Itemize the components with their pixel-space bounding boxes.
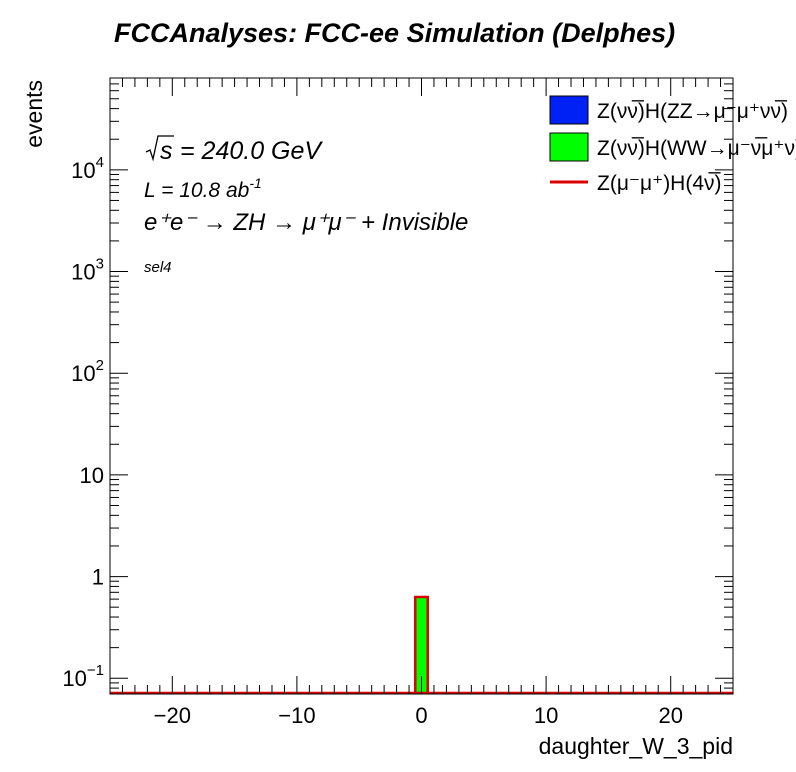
axis-ticks — [109, 77, 734, 695]
legend-label-ww: Z(νν̅)H(WW→μ⁻ν̅μ⁺ν) — [597, 137, 796, 160]
legend-label-zz: Z(νν̅)H(ZZ→μ⁻μ⁺νν̅) — [597, 100, 788, 123]
tick-labels: −20 −10 0 10 20 10−1 1 10 102 103 104 — [62, 154, 683, 728]
legend-entry-zz: Z(νν̅)H(ZZ→μ⁻μ⁺νν̅) — [549, 95, 788, 125]
legend-swatch-zz — [549, 95, 589, 125]
sqrt-s-variable: s — [160, 137, 173, 165]
legend-entry-ww: Z(νν̅)H(WW→μ⁻ν̅μ⁺ν) — [549, 132, 796, 162]
selection-annotation: sel4 — [144, 259, 172, 276]
sqrt-symbol — [145, 135, 174, 162]
process-annotation: e⁺e⁻ → ZH → μ⁺μ⁻ + Invisible — [144, 209, 468, 236]
legend: Z(νν̅)H(ZZ→μ⁻μ⁺νν̅) Z(νν̅)H(WW→μ⁻ν̅μ⁺ν) … — [549, 95, 796, 195]
y-tick-label: 10−1 — [62, 662, 104, 691]
x-axis-label: daughter_W_3_pid — [539, 733, 733, 759]
sqrt-s-annotation: s = 240.0 GeV — [145, 135, 323, 165]
legend-label-4nu: Z(μ⁻μ⁺)H(4ν̅) — [597, 172, 722, 195]
x-tick-label: 0 — [415, 703, 427, 728]
y-tick-label: 103 — [71, 256, 104, 285]
x-tick-label: 10 — [534, 703, 558, 728]
legend-entry-4nu: Z(μ⁻μ⁺)H(4ν̅) — [550, 172, 722, 195]
sqrt-s-value: = 240.0 GeV — [180, 137, 323, 165]
y-tick-label: 1 — [92, 565, 104, 590]
x-tick-label: −10 — [278, 703, 315, 728]
chart-title: FCCAnalyses: FCC-ee Simulation (Delphes) — [114, 18, 676, 48]
bar-outline-series1-bin0 — [414, 595, 429, 694]
y-axis-label: events — [21, 80, 47, 148]
y-tick-label: 10 — [80, 463, 104, 488]
y-tick-label: 102 — [71, 357, 104, 386]
luminosity-annotation: L = 10.8 ab-1 — [144, 175, 262, 202]
y-tick-label: 104 — [71, 154, 104, 183]
x-tick-label: 20 — [658, 703, 682, 728]
legend-swatch-ww — [549, 132, 589, 162]
x-tick-label: −20 — [154, 703, 191, 728]
